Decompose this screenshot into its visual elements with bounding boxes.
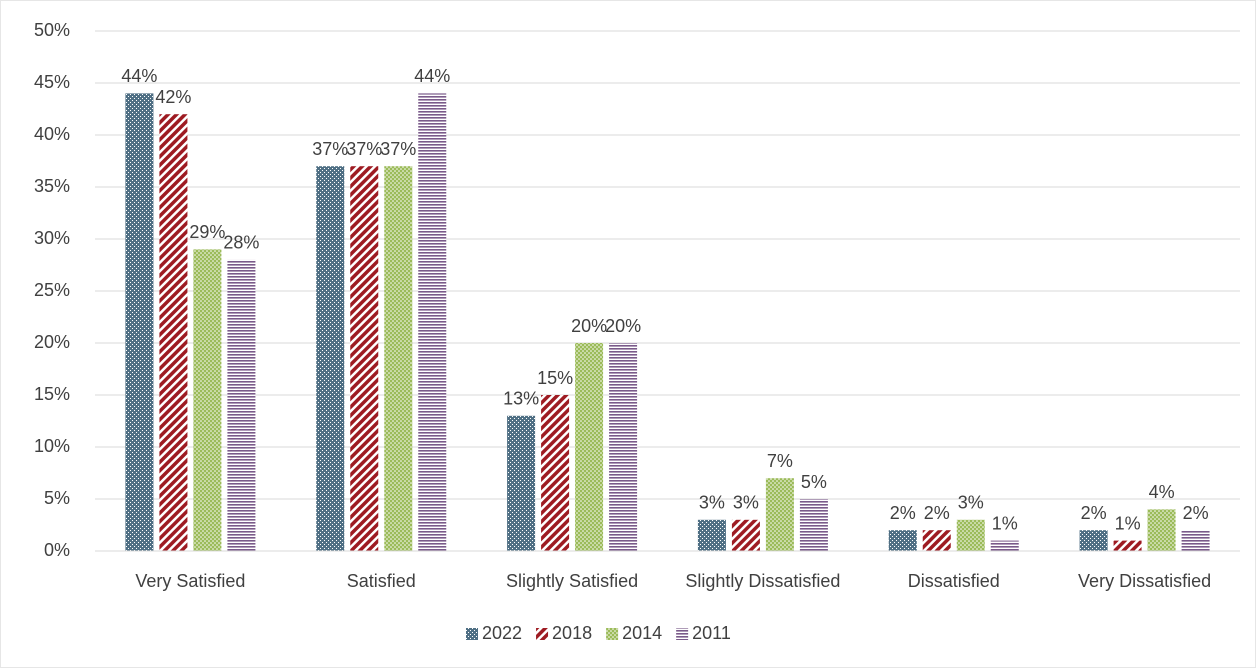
bar bbox=[418, 93, 447, 552]
bar bbox=[799, 499, 828, 551]
data-label: 29% bbox=[189, 222, 225, 242]
y-tick-label: 40% bbox=[34, 124, 70, 144]
data-label: 2% bbox=[924, 503, 950, 523]
bar bbox=[193, 249, 222, 551]
data-label: 44% bbox=[414, 66, 450, 86]
data-label: 20% bbox=[605, 316, 641, 336]
legend-swatch bbox=[466, 628, 478, 640]
y-tick-label: 25% bbox=[34, 280, 70, 300]
x-tick-label: Satisfied bbox=[347, 571, 416, 591]
y-tick-label: 35% bbox=[34, 176, 70, 196]
data-label: 3% bbox=[699, 493, 725, 513]
data-label: 15% bbox=[537, 368, 573, 388]
data-label: 20% bbox=[571, 316, 607, 336]
bar bbox=[384, 166, 413, 551]
x-tick-label: Very Satisfied bbox=[135, 571, 245, 591]
data-label: 13% bbox=[503, 389, 539, 409]
data-label: 42% bbox=[155, 87, 191, 107]
bar bbox=[507, 415, 536, 551]
data-label: 37% bbox=[380, 139, 416, 159]
legend-label: 2011 bbox=[692, 623, 731, 643]
y-tick-label: 45% bbox=[34, 72, 70, 92]
y-tick-label: 20% bbox=[34, 332, 70, 352]
data-label: 3% bbox=[958, 493, 984, 513]
data-label: 1% bbox=[992, 513, 1018, 533]
data-label: 44% bbox=[121, 66, 157, 86]
bar bbox=[922, 530, 951, 551]
bar bbox=[1181, 530, 1210, 551]
bar bbox=[575, 343, 604, 551]
data-label: 5% bbox=[801, 472, 827, 492]
data-label: 2% bbox=[1081, 503, 1107, 523]
bar bbox=[990, 540, 1019, 551]
data-label: 1% bbox=[1115, 513, 1141, 533]
data-label: 4% bbox=[1149, 482, 1175, 502]
bar bbox=[350, 166, 379, 551]
legend-swatch bbox=[606, 628, 619, 640]
data-label: 7% bbox=[767, 451, 793, 471]
legend-swatch bbox=[536, 628, 549, 640]
data-label: 37% bbox=[346, 139, 382, 159]
data-label: 2% bbox=[890, 503, 916, 523]
y-tick-label: 30% bbox=[34, 228, 70, 248]
x-tick-label: Slightly Satisfied bbox=[506, 571, 638, 591]
bar bbox=[541, 395, 570, 551]
bar bbox=[1147, 509, 1176, 551]
y-tick-label: 15% bbox=[34, 384, 70, 404]
y-tick-label: 5% bbox=[44, 488, 70, 508]
data-label: 3% bbox=[733, 493, 759, 513]
bar bbox=[888, 530, 917, 551]
data-label: 2% bbox=[1183, 503, 1209, 523]
x-tick-label: Dissatisfied bbox=[908, 571, 1000, 591]
bar bbox=[1113, 540, 1142, 551]
bar bbox=[159, 114, 188, 551]
bar bbox=[609, 343, 638, 551]
bar bbox=[765, 478, 794, 551]
y-tick-label: 10% bbox=[34, 436, 70, 456]
legend-swatch bbox=[676, 628, 689, 640]
data-label: 37% bbox=[312, 139, 348, 159]
bar bbox=[731, 519, 760, 551]
bar bbox=[956, 519, 985, 551]
bar bbox=[227, 259, 256, 551]
bar bbox=[1079, 530, 1108, 551]
legend-label: 2018 bbox=[552, 623, 592, 643]
y-tick-label: 50% bbox=[34, 20, 70, 40]
bar bbox=[125, 93, 154, 552]
legend-label: 2022 bbox=[482, 623, 522, 643]
y-tick-label: 0% bbox=[44, 540, 70, 560]
data-label: 28% bbox=[223, 233, 259, 253]
x-tick-label: Very Dissatisfied bbox=[1078, 571, 1211, 591]
x-tick-label: Slightly Dissatisfied bbox=[685, 571, 840, 591]
legend-label: 2014 bbox=[622, 623, 662, 643]
bar bbox=[697, 519, 726, 551]
bar bbox=[316, 166, 345, 551]
